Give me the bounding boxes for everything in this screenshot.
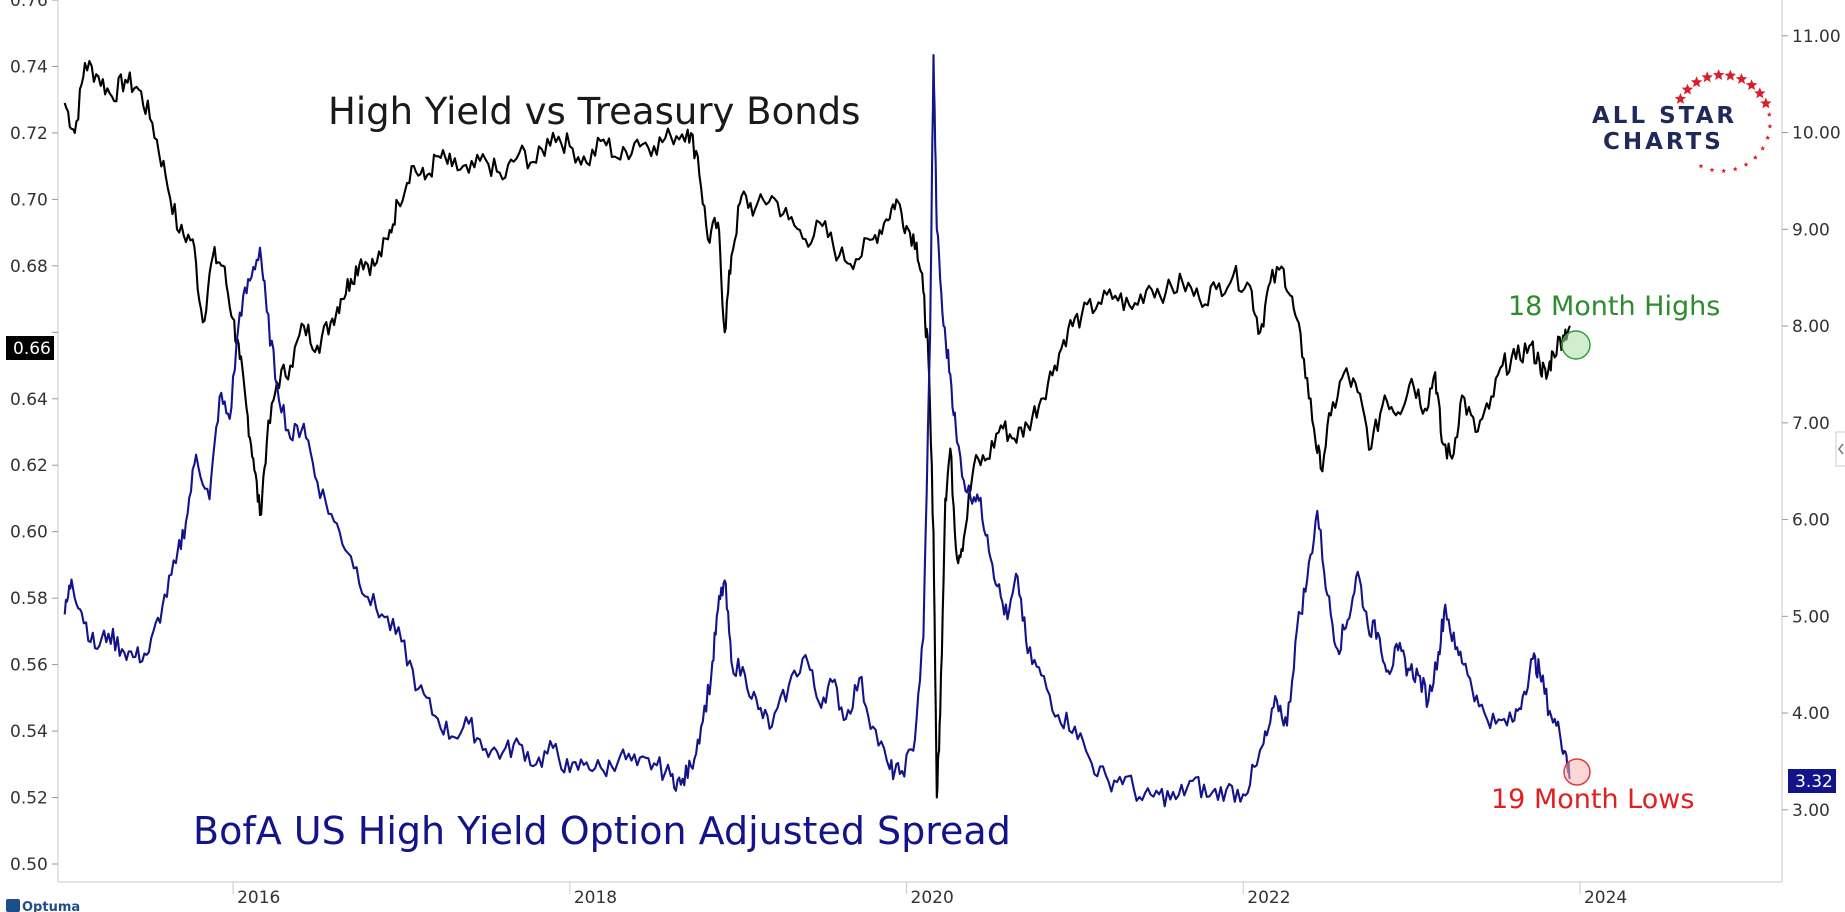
x-tick-label: 2018 xyxy=(574,888,617,908)
left-tick-label: 0.62 xyxy=(10,456,48,476)
left-tick-label: 0.64 xyxy=(10,390,48,410)
x-tick-label: 2022 xyxy=(1247,888,1290,908)
lows-marker xyxy=(1563,758,1591,786)
right-current-value-badge: 3.32 xyxy=(1788,769,1836,793)
left-axis: 0.76 0.74 0.72 0.70 0.68 0.64 0.62 0.60 0.58 0.56… xyxy=(10,0,58,875)
chevron-left-icon xyxy=(1838,443,1844,455)
optuma-logo-icon xyxy=(6,899,20,912)
star-icon xyxy=(1674,93,1687,104)
left-tick-label: 0.74 xyxy=(10,57,48,77)
x-tick-label: 2020 xyxy=(911,888,954,908)
star-icon xyxy=(1754,87,1766,99)
right-tick-label: 3.00 xyxy=(1792,801,1830,821)
star-icon xyxy=(1732,166,1738,172)
left-current-value-badge: 0.66 xyxy=(6,336,54,360)
x-tick-label: 2016 xyxy=(237,888,280,908)
right-tick-label: 10.00 xyxy=(1792,124,1841,144)
star-icon xyxy=(1752,154,1758,160)
star-icon xyxy=(1735,73,1748,84)
highs-annotation: 18 Month Highs xyxy=(1508,291,1720,322)
star-icon xyxy=(1721,168,1727,174)
all-star-charts-logo: ALL STAR CHARTS xyxy=(1592,69,1773,174)
right-tick-label: 8.00 xyxy=(1792,317,1830,337)
star-icon xyxy=(1709,167,1715,173)
star-icon xyxy=(1698,163,1704,169)
star-icon xyxy=(1724,69,1736,81)
star-icon xyxy=(1760,97,1772,109)
plot-frame xyxy=(57,0,1783,883)
star-icon xyxy=(1745,79,1758,90)
star-icon xyxy=(1712,69,1725,80)
optuma-label: Optuma xyxy=(22,900,80,912)
right-current-value: 3.32 xyxy=(1795,772,1833,792)
chart-title: High Yield vs Treasury Bonds xyxy=(328,90,860,133)
right-tick-label: 6.00 xyxy=(1792,511,1830,531)
optuma-brand: Optuma xyxy=(6,899,80,912)
chart-subtitle: BofA US High Yield Option Adjusted Sprea… xyxy=(193,809,1011,853)
right-tick-label: 11.00 xyxy=(1792,27,1841,47)
right-tick-label: 9.00 xyxy=(1792,220,1830,240)
left-tick-label: 0.68 xyxy=(10,257,48,277)
left-tick-label: 0.50 xyxy=(10,855,48,875)
left-tick-label: 0.70 xyxy=(10,190,48,210)
star-icon xyxy=(1690,76,1703,88)
lows-annotation: 19 Month Lows xyxy=(1491,784,1694,815)
left-tick-label: 0.54 xyxy=(10,722,48,742)
highs-marker xyxy=(1561,330,1591,360)
treasury-ratio-line xyxy=(63,59,1571,799)
left-tick-label: 0.58 xyxy=(10,589,48,609)
star-ring-icon xyxy=(1674,69,1773,174)
star-icon xyxy=(1765,135,1771,140)
series-layer xyxy=(63,54,1571,808)
star-icon xyxy=(1681,83,1694,95)
logo-line2: CHARTS xyxy=(1603,129,1724,155)
panel-collapse-handle[interactable] xyxy=(1835,431,1845,467)
right-tick-label: 7.00 xyxy=(1792,414,1830,434)
left-tick-label: 0.56 xyxy=(10,656,48,676)
left-tick-label: 0.52 xyxy=(10,789,48,809)
star-icon xyxy=(1760,145,1766,151)
left-tick-label: 0.76 xyxy=(10,0,48,11)
star-icon xyxy=(1701,71,1713,83)
right-tick-label: 4.00 xyxy=(1792,704,1830,724)
logo-line1: ALL STAR xyxy=(1592,103,1737,129)
x-tick-label: 2024 xyxy=(1584,888,1627,908)
left-current-value: 0.66 xyxy=(13,339,51,359)
star-icon xyxy=(1766,112,1772,117)
star-icon xyxy=(1767,123,1773,129)
star-icon xyxy=(1743,162,1749,167)
right-tick-label: 5.00 xyxy=(1792,607,1830,627)
right-axis: 11.00 10.00 9.00 8.00 7.00 6.00 5.00 4.00 3.00 xyxy=(1782,27,1841,821)
left-tick-label: 0.72 xyxy=(10,124,48,144)
x-axis: 2016 2018 2020 2022 2024 xyxy=(232,882,1627,908)
left-tick-label: 0.60 xyxy=(10,523,48,543)
oas-spread-line xyxy=(63,54,1571,808)
